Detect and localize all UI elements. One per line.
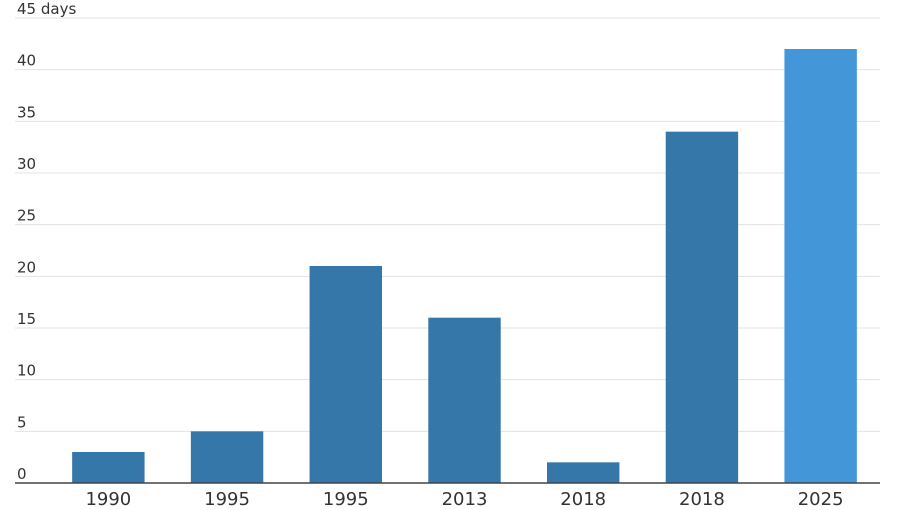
y-tick-label: 30 <box>17 155 36 173</box>
y-tick-label: 45 days <box>17 0 76 18</box>
bar <box>72 452 145 483</box>
bar <box>547 462 620 483</box>
y-tick-label: 35 <box>17 103 36 121</box>
x-tick-label: 1995 <box>323 489 369 510</box>
bar <box>665 131 739 483</box>
y-tick-label: 0 <box>17 465 27 483</box>
x-tick-label: 1995 <box>204 489 250 510</box>
bar <box>190 431 264 483</box>
y-tick-label: 40 <box>17 52 36 70</box>
x-tick-label: 2018 <box>679 489 725 510</box>
bar <box>309 266 382 483</box>
x-tick-label: 2025 <box>798 489 844 510</box>
bar <box>428 317 501 483</box>
x-tick-label: 2013 <box>442 489 488 510</box>
x-tick-label: 1990 <box>85 489 131 510</box>
x-tick-label: 2018 <box>560 489 606 510</box>
y-tick-label: 20 <box>17 258 36 276</box>
y-tick-label: 10 <box>17 362 36 380</box>
bar <box>784 49 857 483</box>
y-tick-label: 15 <box>17 310 36 328</box>
y-tick-label: 25 <box>17 207 36 225</box>
y-tick-label: 5 <box>17 413 27 431</box>
